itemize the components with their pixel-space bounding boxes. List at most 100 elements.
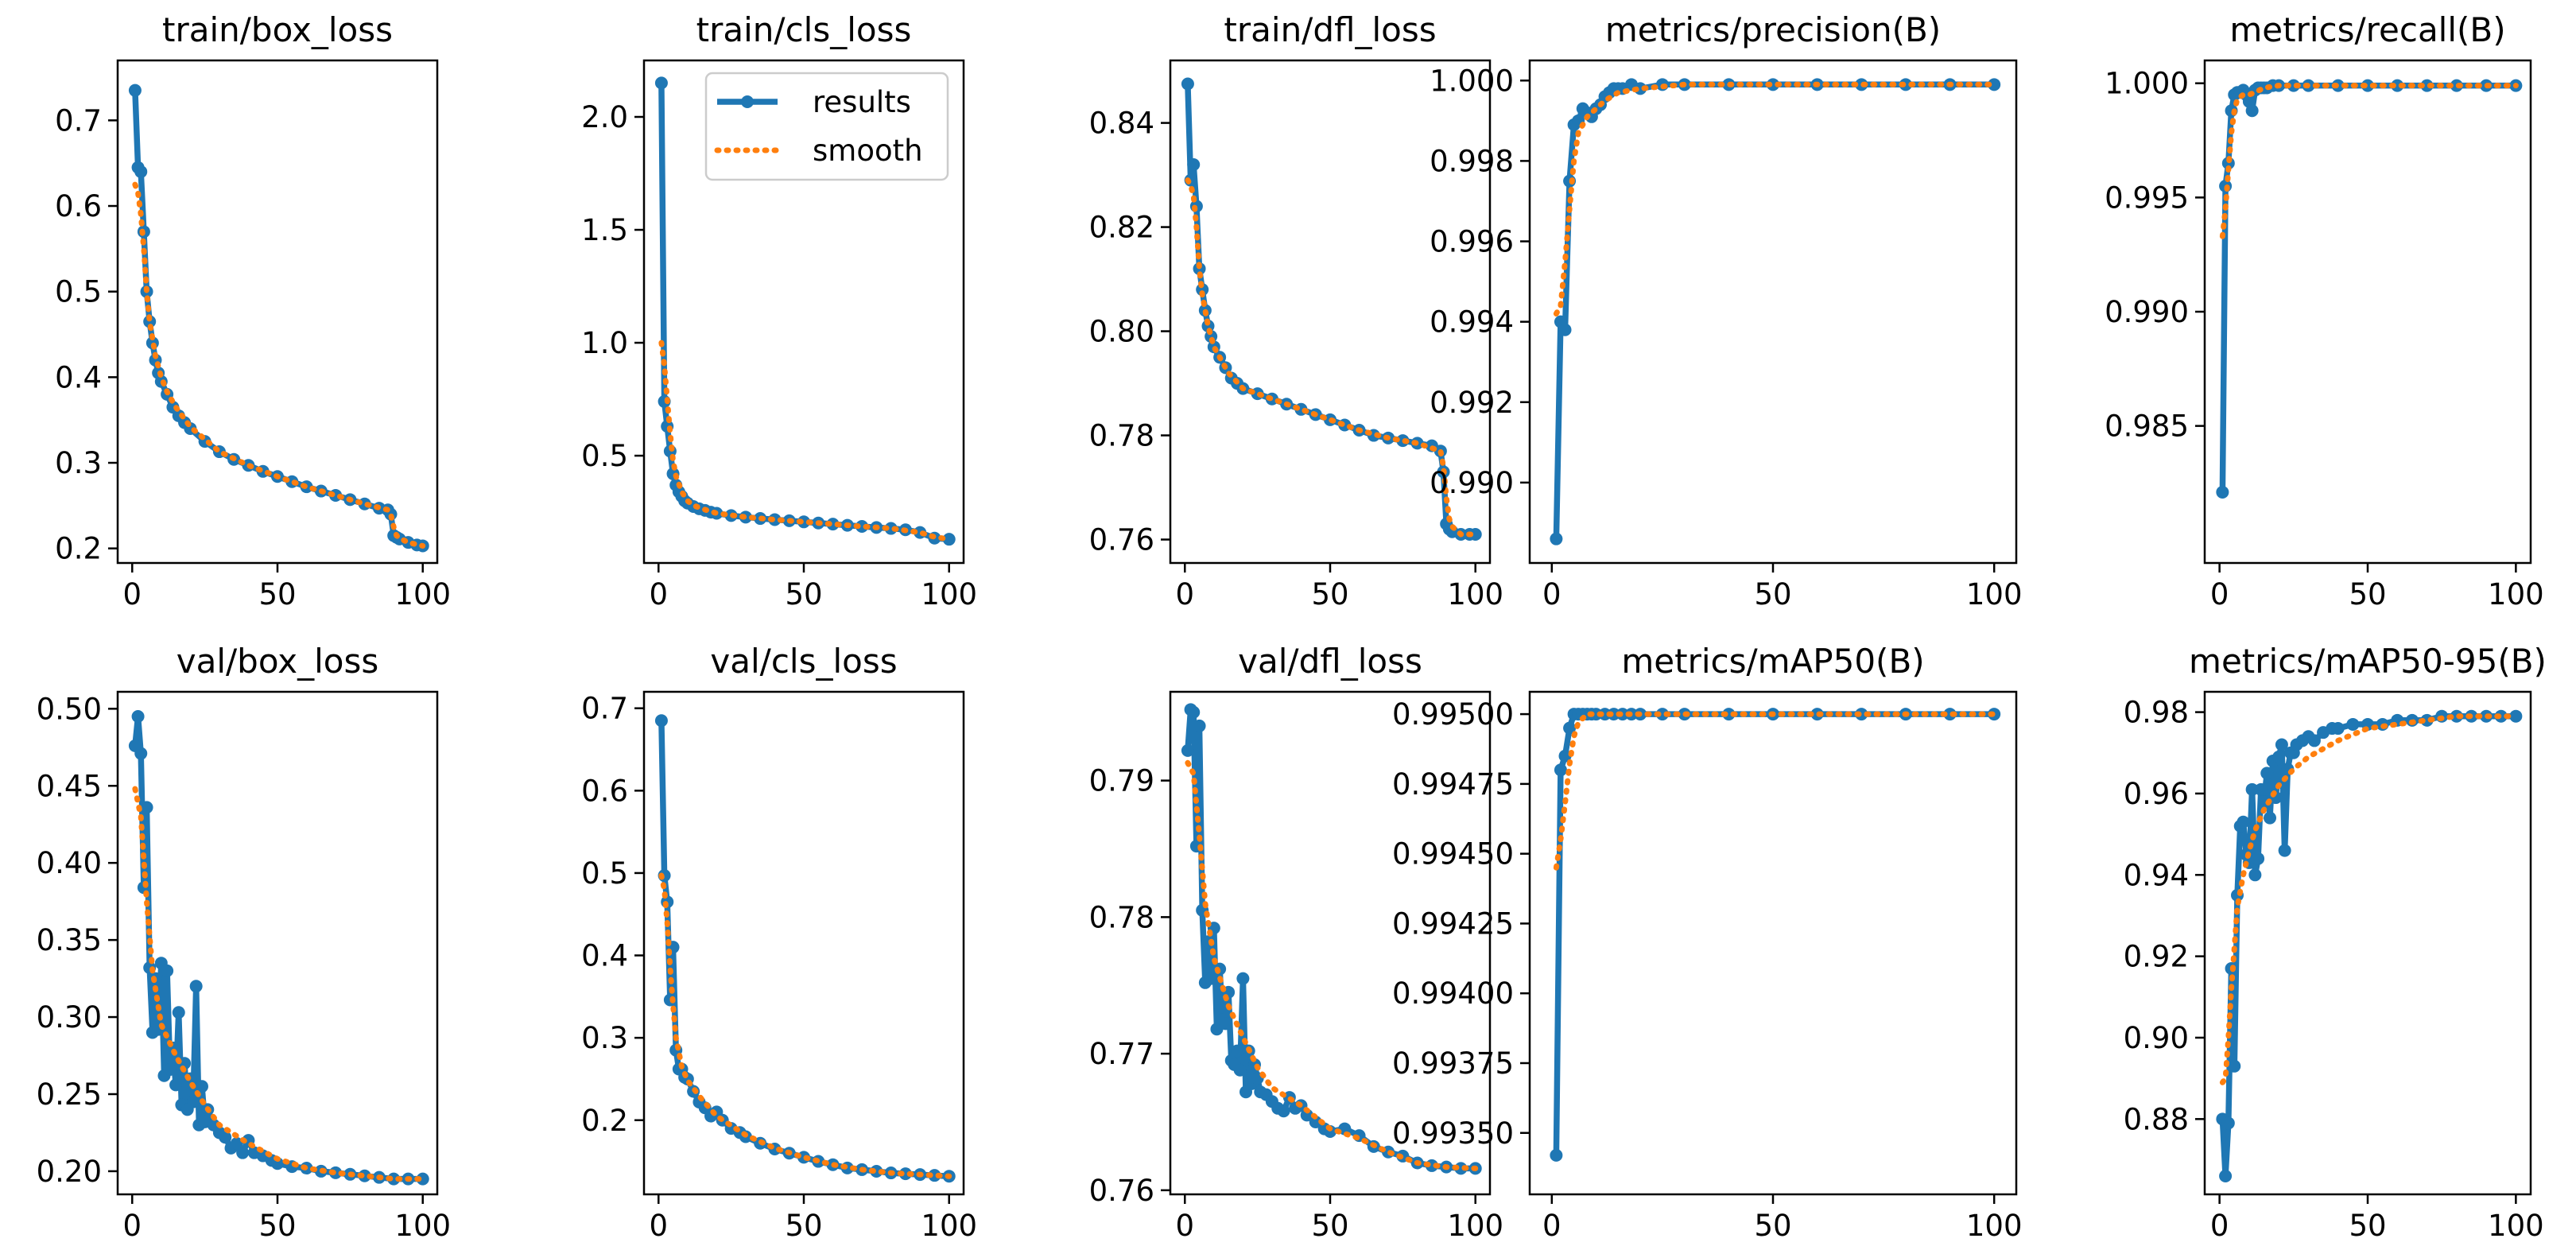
axes-frame bbox=[116, 59, 439, 565]
results-point bbox=[2420, 79, 2434, 92]
x-tick-label: 0 bbox=[122, 577, 142, 611]
x-tick-label: 100 bbox=[921, 577, 977, 611]
x-tick-label: 100 bbox=[394, 1209, 451, 1243]
results-point bbox=[2221, 1116, 2235, 1130]
y-tick-label: 0.99425 bbox=[1392, 906, 1514, 941]
chart-val-cls-loss: val/cls_loss 0 50 100 0.2 0.3 0.4 0.5 0.6 0.7 bbox=[581, 642, 977, 1243]
results-point bbox=[187, 1095, 200, 1108]
y-tick-label: 0.79 bbox=[1089, 764, 1154, 798]
results-point bbox=[143, 315, 157, 328]
chart-title: val/cls_loss bbox=[710, 642, 897, 681]
results-point bbox=[2254, 782, 2268, 796]
y-tick-label: 0.99450 bbox=[1392, 837, 1514, 872]
results-point bbox=[2278, 844, 2291, 857]
plot-area bbox=[1550, 78, 2001, 545]
axes-frame bbox=[1528, 59, 2018, 565]
y-tick-label: 0.995 bbox=[2105, 181, 2189, 215]
axes-frame bbox=[1169, 690, 1492, 1196]
y-tick-label: 0.96 bbox=[2124, 777, 2189, 811]
x-tick-label: 100 bbox=[2488, 1209, 2544, 1243]
results-point bbox=[1655, 708, 1669, 721]
results-point bbox=[1598, 708, 1612, 721]
results-point bbox=[2272, 750, 2286, 763]
x-tick-label: 50 bbox=[258, 1209, 296, 1243]
chart-title: metrics/precision(B) bbox=[1605, 10, 1941, 49]
y-tick-label: 0.99500 bbox=[1392, 697, 1514, 732]
results-point bbox=[2260, 767, 2274, 780]
smooth-series-line bbox=[132, 181, 426, 549]
results-point bbox=[1231, 1044, 1244, 1058]
results-point bbox=[2346, 717, 2360, 731]
results-point bbox=[654, 76, 668, 90]
y-tick-label: 0.990 bbox=[1430, 466, 1514, 500]
results-point bbox=[1236, 972, 1250, 985]
x-tick-label: 100 bbox=[2488, 577, 2544, 611]
smooth-series-line bbox=[658, 340, 952, 542]
y-tick-label: 0.2 bbox=[55, 532, 102, 566]
y-tick-label: 1.5 bbox=[581, 213, 628, 247]
x-tick-label: 0 bbox=[1542, 577, 1562, 611]
axes-frame bbox=[642, 690, 965, 1196]
x-tick-label: 50 bbox=[1754, 577, 1791, 611]
results-point bbox=[1550, 532, 1563, 545]
results-point bbox=[870, 1164, 883, 1178]
y-tick-label: 0.40 bbox=[37, 846, 102, 880]
y-tick-label: 0.99350 bbox=[1392, 1116, 1514, 1151]
y-tick-label: 1.000 bbox=[1430, 64, 1514, 98]
smooth-series-line bbox=[1553, 81, 1997, 316]
y-tick-label: 0.98 bbox=[2124, 696, 2189, 730]
smooth-series-line bbox=[1553, 711, 1997, 871]
results-point bbox=[797, 515, 810, 529]
x-tick-label: 50 bbox=[258, 577, 296, 611]
results-point bbox=[2245, 104, 2259, 118]
y-tick-label: 0.90 bbox=[2124, 1021, 2189, 1055]
x-tick-label: 0 bbox=[1542, 1209, 1562, 1243]
chart-train-cls-loss: train/cls_loss 0 50 100 0.5 1.0 1.5 2.0 bbox=[581, 10, 977, 611]
x-tick-label: 100 bbox=[394, 577, 451, 611]
results-point bbox=[2219, 1169, 2233, 1182]
results-point bbox=[1767, 78, 1779, 91]
y-tick-label: 0.4 bbox=[581, 939, 628, 973]
x-tick-label: 100 bbox=[1447, 577, 1503, 611]
chart-title: metrics/mAP50-95(B) bbox=[2189, 642, 2547, 681]
results-point bbox=[942, 533, 956, 546]
results-point bbox=[1219, 1017, 1232, 1031]
plot-area bbox=[128, 710, 429, 1186]
plot-area bbox=[128, 83, 429, 553]
results-point bbox=[1233, 1063, 1247, 1077]
results-point bbox=[1558, 749, 1572, 763]
plot-area bbox=[2216, 79, 2523, 499]
results-point bbox=[1722, 708, 1736, 721]
chart-title: val/dfl_loss bbox=[1238, 642, 1422, 681]
x-tick-label: 0 bbox=[1175, 1209, 1194, 1243]
results-point bbox=[189, 980, 203, 993]
y-tick-label: 0.5 bbox=[581, 439, 628, 473]
results-point bbox=[928, 1169, 941, 1182]
results-point bbox=[654, 714, 668, 728]
results-point bbox=[2228, 1059, 2241, 1073]
results-point bbox=[195, 1080, 208, 1093]
x-tick-label: 0 bbox=[2210, 1209, 2229, 1243]
y-tick-label: 0.985 bbox=[2105, 410, 2189, 444]
axes-frame bbox=[2203, 59, 2532, 565]
y-tick-label: 0.76 bbox=[1089, 1174, 1154, 1208]
x-tick-label: 100 bbox=[921, 1209, 977, 1243]
results-point bbox=[826, 518, 840, 531]
y-tick-label: 0.2 bbox=[581, 1104, 628, 1138]
y-tick-label: 0.996 bbox=[1430, 225, 1514, 259]
results-point bbox=[1187, 157, 1201, 171]
y-tick-label: 1.0 bbox=[581, 326, 628, 360]
results-point bbox=[134, 747, 148, 760]
y-tick-label: 0.82 bbox=[1089, 211, 1154, 245]
plot-area bbox=[2216, 709, 2523, 1182]
results-point bbox=[2307, 734, 2321, 747]
results-point bbox=[161, 964, 174, 977]
y-tick-label: 0.25 bbox=[37, 1077, 102, 1112]
y-tick-label: 0.76 bbox=[1089, 523, 1154, 557]
results-point bbox=[416, 1172, 429, 1186]
y-tick-label: 0.7 bbox=[581, 692, 628, 726]
axes-frame bbox=[1528, 690, 2018, 1196]
results-point bbox=[1181, 743, 1194, 757]
results-point bbox=[2391, 79, 2404, 92]
x-tick-label: 0 bbox=[1175, 577, 1194, 611]
